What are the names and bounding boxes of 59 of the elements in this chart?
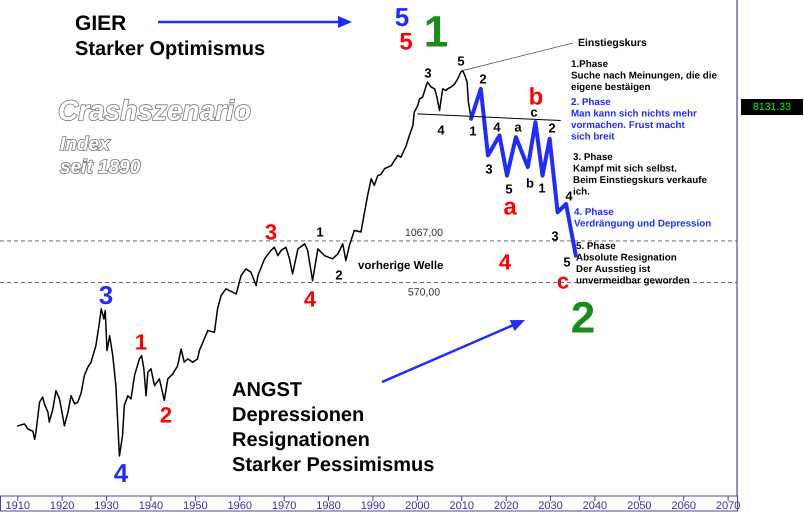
x-tick-label: 2030 — [538, 500, 563, 512]
annotation: Einstiegskurs — [578, 37, 648, 49]
x-tick-label: 1940 — [138, 500, 164, 512]
x-tick-label: 2000 — [405, 500, 430, 512]
annotation: 5. Phase Absolute Resignation Der Ausstieg ist unvermeidbar geworden — [576, 241, 690, 286]
x-tick-label: 1980 — [316, 500, 341, 512]
annotation: 4 — [114, 458, 129, 488]
annotation: 2 — [570, 294, 596, 342]
x-tick-label: 1950 — [183, 500, 208, 512]
annotation: 3 — [551, 228, 559, 244]
annotation: 2 — [548, 120, 556, 136]
annotation: 1 — [316, 224, 324, 240]
annotation: 1 — [469, 124, 477, 138]
annotation: 3 — [98, 280, 114, 310]
annotation: a — [503, 194, 518, 220]
annotation: GIER — [75, 12, 126, 35]
x-tick-label: 2040 — [582, 500, 608, 512]
annotation: 4 — [493, 120, 502, 134]
x-tick-label: 1910 — [6, 500, 30, 512]
annotation: 4 — [304, 286, 317, 312]
annotation: 5 — [457, 54, 465, 68]
annotation: c — [556, 268, 570, 294]
annotation: 3 — [264, 220, 278, 244]
x-tick-label: 2010 — [449, 500, 474, 512]
annotation: 1 — [424, 8, 448, 56]
x-tick-label: 2060 — [671, 500, 696, 512]
annotation: 2 — [335, 268, 343, 282]
annotation: 3 — [424, 66, 432, 80]
annotation: 4 — [498, 250, 512, 274]
x-tick-label: 1970 — [272, 500, 296, 512]
annotation: 3. Phase Kampf mit sich selbst. Beim Einstiegskurs verkaufe ich. — [573, 152, 708, 198]
annotation: 4. Phase Verdrängung und Depression — [574, 207, 712, 230]
x-tick-label: 1930 — [94, 500, 119, 512]
annotation: ANGST Depressionen Resignationen Starker Pessimismus — [232, 379, 434, 476]
annotation: 5 — [505, 182, 513, 196]
x-tick-label: 2050 — [627, 500, 652, 512]
annotation: b — [526, 176, 534, 190]
annotation: 4 — [565, 188, 574, 204]
annotation: vorherige Welle — [358, 260, 444, 272]
ref-line-label: 1067,00 — [405, 226, 444, 239]
annotation: 2 — [160, 402, 172, 428]
annotation: 3 — [485, 162, 493, 176]
annotation: 4 — [437, 122, 446, 138]
ref-line-label: 570,00 — [408, 286, 440, 299]
annotation: 2 — [479, 72, 487, 86]
x-tick-label: 1990 — [360, 500, 386, 512]
annotation: Crashszenario — [58, 95, 251, 126]
annotation: 1.Phase Suche nach Meinungen, die die eigene bestäigen — [571, 59, 718, 93]
x-tick-label: 2020 — [494, 500, 518, 512]
annotation: Index seit 1890 — [60, 134, 141, 178]
annotation: 5 — [563, 254, 571, 270]
text: 8131.33 — [753, 101, 792, 113]
x-tick-label: 1920 — [50, 500, 74, 512]
annotation: 1 — [538, 180, 546, 196]
annotation: 2. Phase Man kann sich nichts mehr vormachen. Frust macht sich breit — [571, 97, 697, 142]
annotation: Starker Optimismus — [75, 38, 266, 60]
annotation: a — [514, 120, 522, 134]
annotation: 1 — [134, 330, 148, 354]
x-tick-label: 1960 — [228, 500, 252, 512]
